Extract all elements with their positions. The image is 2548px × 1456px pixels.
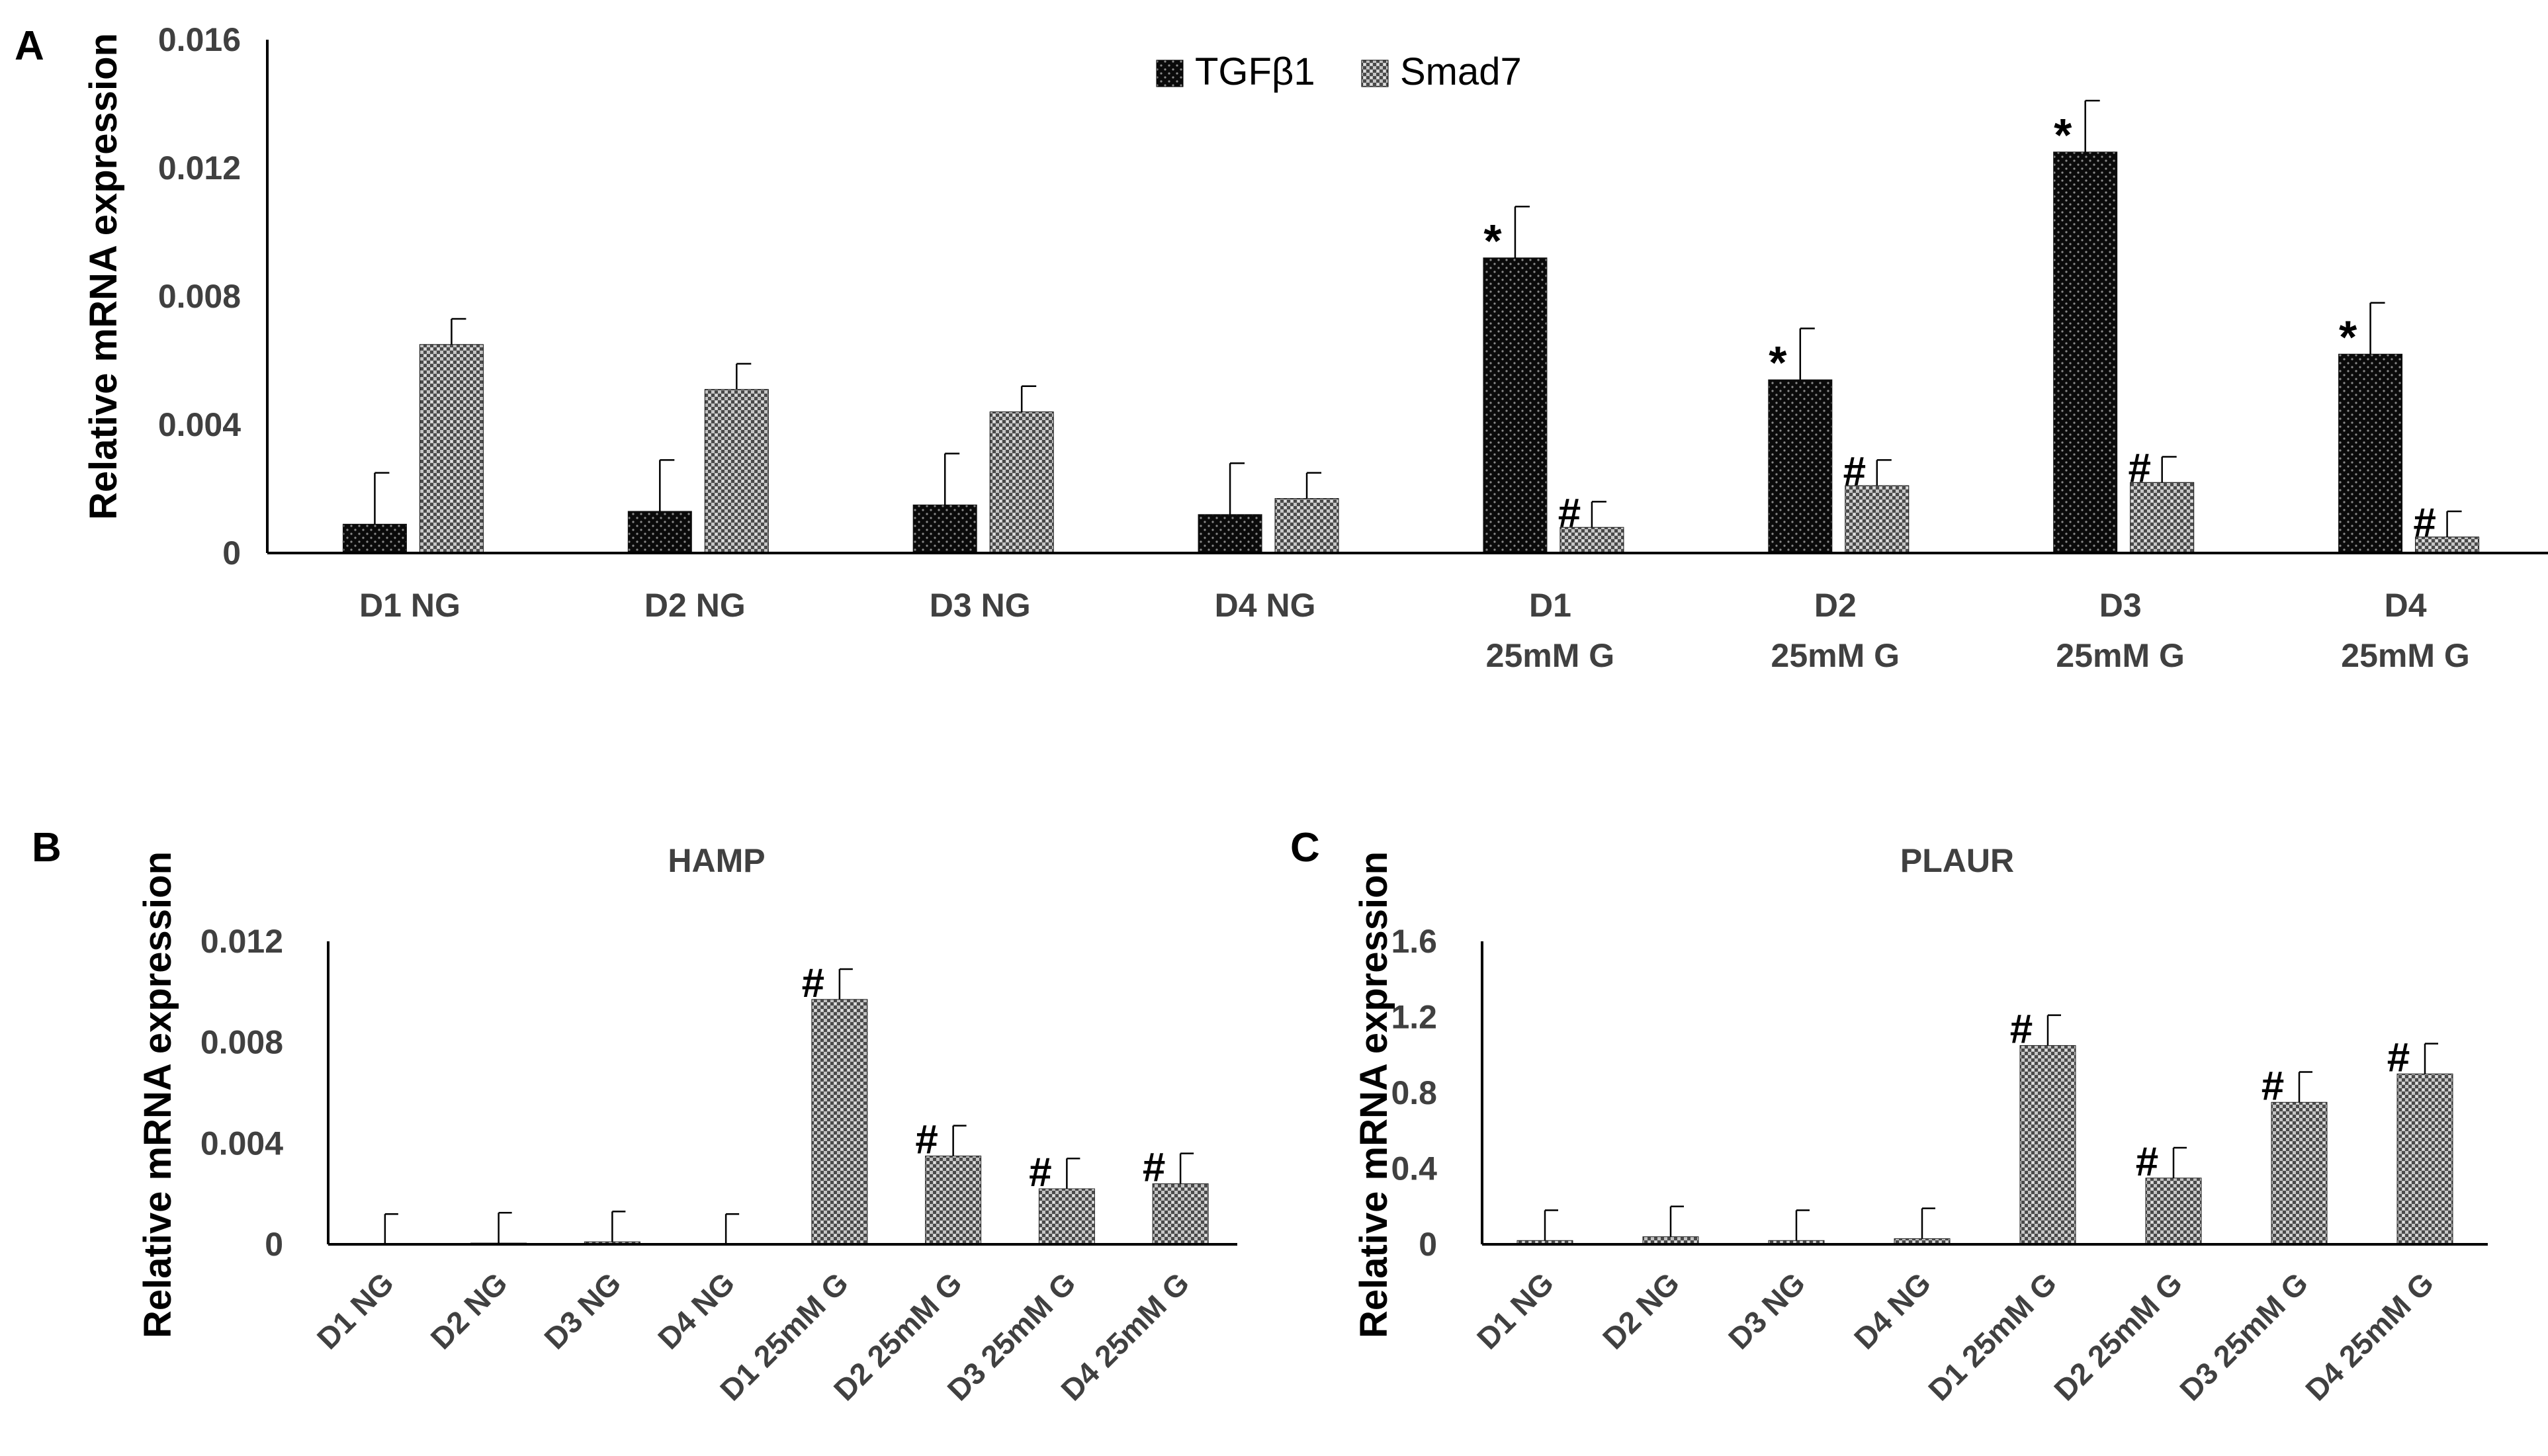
panel-b-y-tick-label: 0.004	[200, 1125, 283, 1162]
legend-label-tgfb1: TGFβ1	[1195, 50, 1315, 93]
panel-c-y-axis-label: Relative mRNA expression	[1352, 851, 1395, 1338]
significance-mark: #	[915, 1117, 938, 1163]
significance-mark: #	[2262, 1064, 2284, 1109]
panel-c-x-tick-label: D2 25mM G	[2047, 1265, 2189, 1407]
panel-b-y-tick-label: 0	[265, 1226, 283, 1263]
panel-a-x-tick-label: 25mM G	[1771, 637, 1900, 674]
panel-a-y-tick-label: 0.008	[158, 278, 241, 315]
significance-mark: #	[1143, 1145, 1165, 1191]
bar-hamp-d4-25mm-g	[1152, 1183, 1209, 1245]
bar-plaur-d2-25mm-g	[2145, 1178, 2202, 1245]
panel-c-x-tick-label: D2 NG	[1596, 1265, 1686, 1355]
panel-a-x-tick-label: D2 NG	[644, 587, 746, 624]
legend-swatch-smad7	[1361, 60, 1389, 87]
significance-mark: #	[1029, 1150, 1051, 1195]
panel-c-y-tick-label: 0	[1419, 1226, 1437, 1263]
significance-mark: #	[2128, 446, 2150, 492]
panel-b-x-tick-label: D3 NG	[537, 1265, 627, 1355]
panel-b-y-tick-label: 0.012	[200, 923, 283, 960]
panel-a-y-tick-label: 0.012	[158, 150, 241, 187]
panel-b: B HAMP 0 0.004 0.008 0.012 Relative mRNA expr…	[32, 825, 1237, 1407]
bar-plaur-d4-25mm-g	[2396, 1073, 2453, 1245]
panel-a-x-tick-label: 25mM G	[2056, 637, 2185, 674]
panel-a-x-tick-label: D3	[2099, 587, 2142, 624]
significance-mark: #	[2387, 1035, 2410, 1081]
panel-c-x-tick-label: D4 NG	[1847, 1265, 1937, 1355]
panel-a-x-tick-label: D4 NG	[1215, 587, 1316, 624]
significance-mark: #	[2413, 500, 2436, 546]
significance-mark: *	[1483, 215, 1502, 267]
panel-label-c: C	[1290, 825, 1320, 871]
panel-a-y-tick-label: 0.016	[158, 21, 241, 58]
bar-smad7-d2-25mm-g	[1845, 485, 1910, 554]
bar-hamp-d1-25mm-g	[811, 999, 868, 1245]
bar-smad7-d4-ng	[1274, 498, 1339, 554]
significance-mark: #	[1843, 449, 1866, 494]
significance-mark: #	[2010, 1007, 2033, 1052]
bar-plaur-d1-25mm-g	[2019, 1045, 2076, 1245]
panel-b-title: HAMP	[668, 842, 765, 879]
panel-a-y-tick-label: 0.004	[158, 406, 241, 443]
panel-a-x-tick-label: 25mM G	[1486, 637, 1615, 674]
panel-a-y-axis-label: Relative mRNA expression	[82, 33, 125, 520]
panel-c-title: PLAUR	[1900, 842, 2014, 879]
panel-c-y-tick-label: 0.4	[1391, 1150, 1437, 1187]
bar-tgf-1-d1-ng	[342, 523, 407, 554]
bar-tgf-1-d3-ng	[912, 504, 977, 554]
panel-c-y-tick-label: 1.2	[1391, 999, 1437, 1036]
significance-mark: #	[2136, 1139, 2158, 1185]
panel-a-x-tick-label: D2	[1814, 587, 1857, 624]
panel-b-x-tick-label: D1 NG	[310, 1265, 400, 1355]
panel-a-y-tick-label: 0	[222, 535, 241, 572]
panel-b-x-tick-label: D4 NG	[651, 1265, 741, 1355]
panel-b-y-axis-label: Relative mRNA expression	[136, 851, 179, 1338]
significance-mark: *	[2054, 109, 2072, 161]
panel-b-x-tick-label: D2 NG	[424, 1265, 514, 1355]
bar-hamp-d2-25mm-g	[925, 1155, 982, 1245]
bar-tgf-1-d4-25mm-g	[2338, 353, 2403, 554]
panel-c-x-tick-label: D3 NG	[1722, 1265, 1812, 1355]
panel-a-x-tick-label: D1 NG	[359, 587, 461, 624]
panel-c-x-tick-label: D4 25mM G	[2299, 1265, 2440, 1407]
bar-tgf-1-d2-25mm-g	[1768, 379, 1833, 554]
panel-label-a: A	[15, 23, 44, 69]
panel-a-x-tick-label: D1	[1529, 587, 1571, 624]
panel-a-x-tick-label: D4	[2385, 587, 2427, 624]
bar-plaur-d3-25mm-g	[2271, 1101, 2328, 1245]
significance-mark: #	[1558, 490, 1581, 536]
significance-mark: *	[1769, 337, 1787, 388]
panel-a-x-tick-label: D3 NG	[930, 587, 1031, 624]
significance-mark: #	[802, 961, 824, 1006]
panel-c-x-tick-label: D3 25mM G	[2173, 1265, 2314, 1407]
bar-smad7-d1-ng	[419, 344, 484, 554]
panel-a: A TGFβ1 Smad7 0 0.004 0.008 0.012 0.016 Relat…	[15, 21, 2548, 674]
significance-mark: *	[2339, 311, 2357, 363]
panel-b-y-tick-label: 0.008	[200, 1024, 283, 1061]
bar-tgf-1-d4-ng	[1198, 514, 1262, 554]
bar-smad7-d2-ng	[704, 389, 769, 554]
bar-smad7-d3-ng	[989, 411, 1054, 554]
panel-c-y-tick-label: 1.6	[1391, 923, 1437, 960]
bar-tgf-1-d3-25mm-g	[2053, 151, 2118, 554]
bar-tgf-1-d2-ng	[627, 511, 692, 554]
bar-tgf-1-d1-25mm-g	[1483, 257, 1548, 554]
legend-swatch-tgfb1	[1156, 60, 1184, 87]
bar-smad7-d4-25mm-g	[2415, 536, 2480, 554]
panel-a-x-tick-label: 25mM G	[2341, 637, 2470, 674]
panel-a-legend: TGFβ1 Smad7	[1156, 50, 1522, 93]
panel-label-b: B	[32, 825, 62, 871]
bar-smad7-d3-25mm-g	[2130, 482, 2195, 554]
bar-hamp-d3-25mm-g	[1038, 1188, 1095, 1245]
panel-c-y-tick-label: 0.8	[1391, 1074, 1437, 1111]
legend-label-smad7: Smad7	[1400, 50, 1522, 93]
panel-c-x-tick-label: D1 25mM G	[1921, 1265, 2063, 1407]
panel-c-x-tick-label: D1 NG	[1470, 1265, 1560, 1355]
